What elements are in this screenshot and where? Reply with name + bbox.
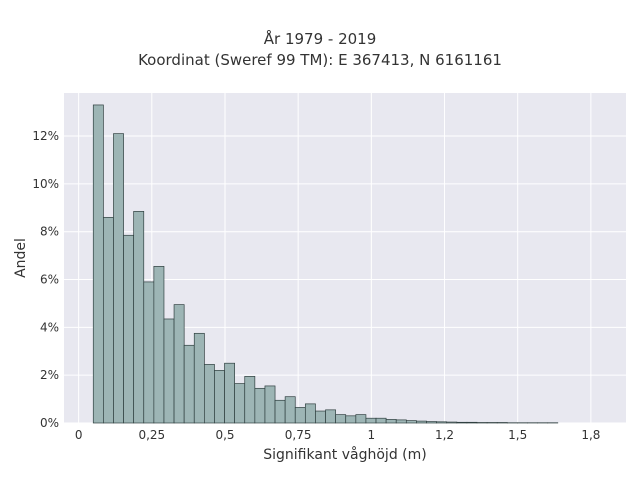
histogram-bar — [466, 421, 478, 424]
x-tick-label: 1 — [368, 428, 376, 442]
histogram-bar — [405, 420, 417, 424]
histogram-bar — [163, 318, 175, 424]
y-tick-label: 2% — [40, 368, 59, 382]
x-axis-ticks: 0 0,25 0,5 0,75 1 1,2 1,5 1,8 — [75, 428, 601, 442]
histogram-bar — [395, 419, 407, 424]
x-tick-label: 1,8 — [581, 428, 600, 442]
histogram-bar — [214, 370, 225, 424]
y-tick-label: 12% — [32, 129, 59, 143]
y-tick-label: 4% — [40, 320, 59, 334]
histogram-bar — [294, 407, 306, 424]
histogram-bar — [113, 133, 124, 424]
histogram-bar — [204, 364, 215, 424]
histogram-bar — [446, 421, 458, 424]
x-tick-label: 0,75 — [285, 428, 312, 442]
histogram-bar — [103, 216, 114, 424]
y-axis-label: Andel — [13, 238, 29, 278]
histogram-bar — [325, 409, 336, 424]
histogram-bar — [173, 304, 185, 424]
histogram-bar — [123, 234, 135, 424]
histogram-bar — [244, 376, 256, 424]
chart-subtitle: Koordinat (Sweref 99 TM): E 367413, N 61… — [138, 51, 502, 69]
x-tick-label: 0,25 — [138, 428, 165, 442]
histogram-bar — [345, 415, 357, 424]
histogram-bar — [153, 266, 165, 424]
bars — [92, 104, 559, 424]
histogram-bar — [264, 385, 276, 424]
y-tick-label: 8% — [40, 225, 59, 239]
histogram-bar — [143, 281, 155, 424]
histogram-bar — [375, 417, 387, 424]
histogram-bar — [365, 417, 377, 424]
histogram-bar — [183, 344, 195, 424]
histogram-bar — [193, 332, 205, 424]
histogram-bar — [436, 421, 448, 424]
chart-title: År 1979 - 2019 — [263, 30, 377, 48]
x-tick-label: 1,5 — [508, 428, 527, 442]
histogram-bar — [355, 414, 367, 424]
histogram-bar — [274, 399, 286, 424]
histogram-bar — [234, 383, 246, 424]
y-tick-label: 6% — [40, 273, 59, 287]
histogram-bar — [335, 414, 347, 424]
y-tick-label: 10% — [32, 177, 59, 191]
histogram-bar — [426, 421, 437, 424]
x-tick-label: 1,2 — [435, 428, 454, 442]
x-axis-label: Signifikant våghöjd (m) — [263, 447, 427, 463]
histogram-bar — [385, 419, 397, 424]
histogram-bar — [133, 211, 145, 424]
histogram-bar — [284, 396, 296, 424]
histogram-bar — [224, 362, 235, 424]
histogram-bar — [92, 104, 104, 424]
histogram-bar — [254, 387, 266, 424]
histogram-bar — [304, 403, 316, 424]
x-tick-label: 0,5 — [215, 428, 234, 442]
x-tick-label: 0 — [75, 428, 83, 442]
histogram-bar — [456, 421, 468, 424]
y-axis-ticks: 0% 2% 4% 6% 8% 10% 12% — [32, 129, 59, 430]
y-tick-label: 0% — [40, 416, 59, 430]
histogram-bar — [416, 420, 427, 424]
histogram-bar — [315, 410, 326, 424]
